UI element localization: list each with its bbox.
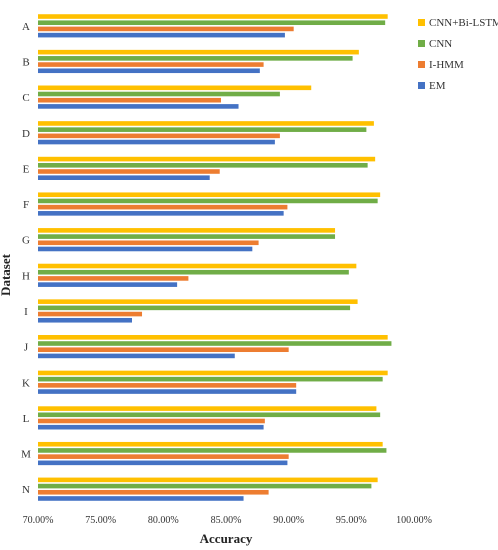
bar-H-i-hmm (38, 276, 189, 281)
bar-J-em (38, 353, 235, 359)
bar-L-cnn-bi-lstm (38, 406, 377, 411)
bar-J-cnn-bi-lstm (38, 335, 388, 340)
bar-G-i-hmm (38, 240, 259, 246)
x-tick-label: 80.00% (148, 515, 179, 526)
bar-B-cnn-bi-lstm (38, 49, 359, 55)
category-label: J (24, 342, 29, 354)
bar-H-cnn-bi-lstm (38, 263, 357, 269)
category-label: G (22, 235, 30, 247)
bar-C-i-hmm (38, 97, 221, 103)
legend-swatch (418, 19, 425, 26)
bar-M-em (38, 460, 288, 466)
bar-G-em (38, 246, 253, 252)
bar-J-i-hmm (38, 347, 289, 353)
legend-swatch (418, 61, 425, 68)
x-tick-labels: 70.00% 75.00% 80.00% 85.00% 90.00% 95.00% 100.… (23, 515, 432, 526)
bar-L-em (38, 424, 264, 430)
category-label: I (24, 306, 28, 318)
legend-label: CNN (429, 38, 452, 50)
x-axis-title: Accuracy (200, 531, 253, 546)
x-tick-label: 90.00% (273, 515, 304, 526)
bar-B-i-hmm (38, 62, 264, 67)
legend-swatch (418, 82, 425, 89)
bar-K-cnn (38, 376, 383, 382)
category-label: H (22, 270, 30, 282)
category-label: M (21, 449, 31, 461)
y-axis-title: Dataset (0, 253, 13, 296)
category-label: A (22, 21, 30, 33)
bar-F-i-hmm (38, 204, 288, 210)
bar-M-cnn-bi-lstm (38, 441, 383, 447)
legend-swatch (418, 40, 425, 47)
bar-M-cnn (38, 448, 387, 453)
category-label: B (22, 56, 29, 68)
x-tick-label: 75.00% (85, 515, 116, 526)
bar-A-cnn (38, 20, 386, 26)
bar-F-cnn-bi-lstm (38, 192, 381, 198)
bar-B-em (38, 68, 260, 74)
category-label: K (22, 377, 30, 389)
bar-M-i-hmm (38, 454, 289, 459)
bar-A-cnn-bi-lstm (38, 14, 388, 19)
x-tick-label: 85.00% (211, 515, 242, 526)
bar-H-em (38, 282, 178, 287)
bar-K-i-hmm (38, 383, 297, 388)
bar-I-em (38, 317, 132, 323)
legend: CNN+Bi-LSTM CNN I-HMM EM (418, 17, 498, 92)
legend-label: CNN+Bi-LSTM (429, 17, 498, 29)
category-label: D (22, 128, 30, 140)
bar-F-cnn (38, 198, 378, 204)
bar-N-cnn-bi-lstm (38, 477, 378, 483)
bar-N-cnn (38, 483, 372, 489)
bar-I-cnn (38, 305, 351, 311)
bar-G-cnn (38, 234, 336, 239)
bar-L-cnn (38, 412, 381, 418)
bar-G-cnn-bi-lstm (38, 228, 336, 233)
category-label: L (23, 413, 30, 425)
bar-K-cnn-bi-lstm (38, 370, 388, 376)
bar-K-em (38, 389, 297, 394)
bar-J-cnn (38, 341, 392, 346)
bar-I-i-hmm (38, 311, 143, 317)
bar-E-cnn (38, 162, 368, 168)
bar-A-em (38, 32, 285, 38)
category-label: C (22, 92, 29, 104)
bar-A-i-hmm (38, 26, 294, 32)
category-labels: A B C D E F G H I J K L M N (21, 21, 31, 496)
bar-N-i-hmm (38, 489, 269, 495)
bar-C-em (38, 104, 239, 109)
bar-D-cnn-bi-lstm (38, 121, 374, 126)
bar-C-cnn (38, 91, 280, 97)
bars-layer (38, 14, 392, 501)
category-label: E (23, 163, 30, 175)
bar-F-em (38, 211, 284, 216)
x-tick-label: 70.00% (23, 515, 54, 526)
bar-N-em (38, 496, 244, 501)
bar-B-cnn (38, 56, 353, 61)
bar-H-cnn (38, 269, 349, 275)
legend-label: EM (429, 80, 446, 92)
category-label: F (23, 199, 29, 211)
bar-L-i-hmm (38, 418, 265, 424)
bar-E-i-hmm (38, 169, 220, 174)
bar-D-i-hmm (38, 133, 280, 139)
bar-E-em (38, 175, 210, 180)
x-tick-label: 95.00% (336, 515, 367, 526)
category-label: N (22, 484, 30, 496)
bar-I-cnn-bi-lstm (38, 299, 358, 304)
bar-C-cnn-bi-lstm (38, 85, 312, 91)
bar-D-cnn (38, 127, 367, 132)
legend-label: I-HMM (429, 59, 464, 71)
bar-D-em (38, 139, 275, 145)
x-tick-label: 100.00% (396, 515, 432, 526)
bar-E-cnn-bi-lstm (38, 156, 376, 162)
